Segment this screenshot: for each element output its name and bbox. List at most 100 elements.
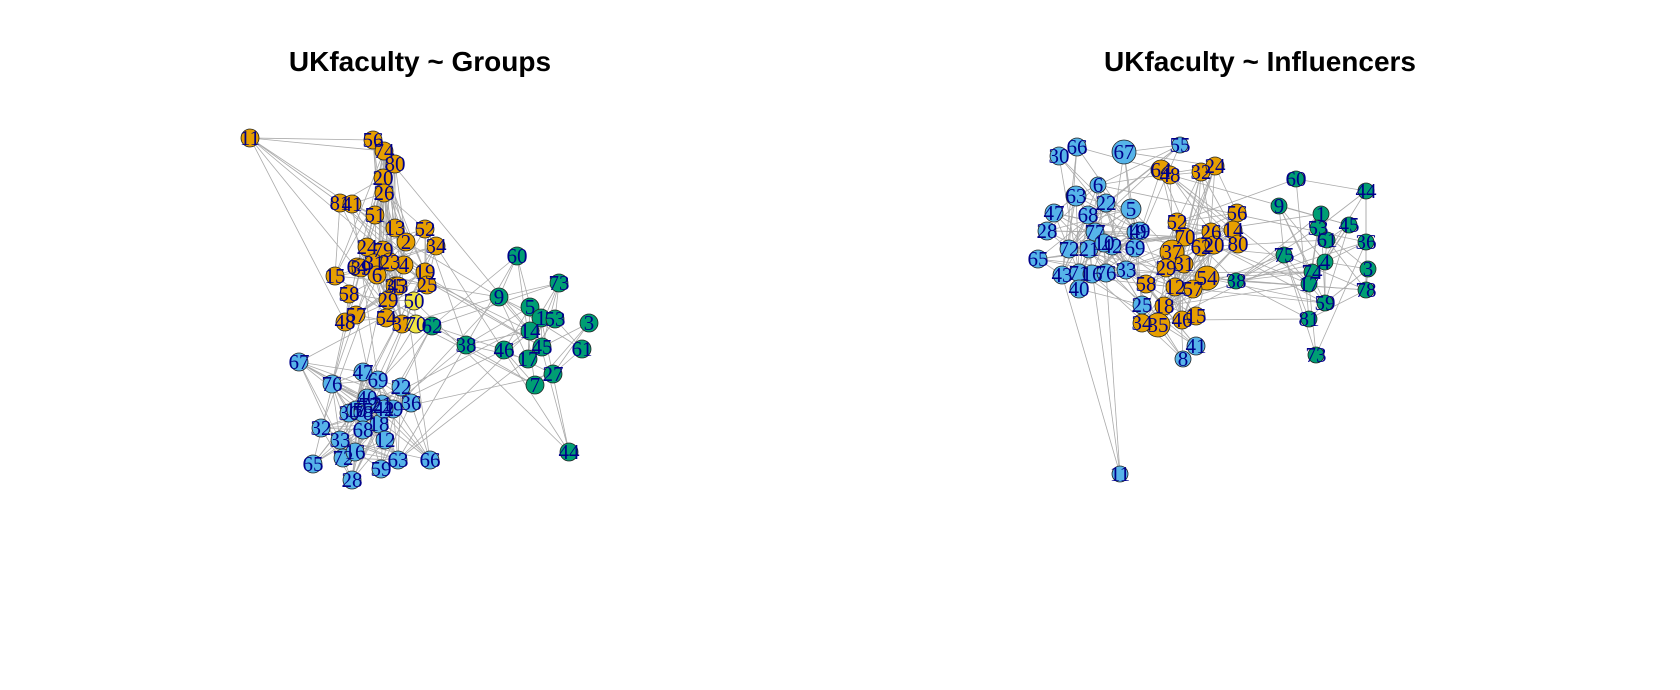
influencers-node <box>1309 219 1327 237</box>
influencers-node-label: 53 <box>1308 216 1329 240</box>
groups-node-label: 69 <box>368 368 389 392</box>
influencers-node-label: 32 <box>1191 160 1212 184</box>
influencers-node-label: 18 <box>1154 294 1175 318</box>
influencers-node-label: 59 <box>1315 291 1336 315</box>
influencers-node-label: 55 <box>1170 133 1191 157</box>
groups-node-label: 59 <box>371 457 392 481</box>
groups-node-label: 80 <box>385 152 406 176</box>
groups-node <box>391 377 411 397</box>
influencers-node-label: 3 <box>1363 257 1374 281</box>
influencers-edge <box>1278 205 1326 263</box>
influencers-node <box>1111 465 1129 483</box>
influencers-node <box>1116 260 1136 280</box>
groups-node <box>426 236 446 256</box>
influencers-node <box>1270 197 1288 215</box>
groups-edge <box>249 137 403 325</box>
groups-node-label: 19 <box>415 260 436 284</box>
groups-node <box>374 141 394 161</box>
influencers-node-label: 66 <box>1067 135 1088 159</box>
influencers-edge <box>1169 174 1212 233</box>
groups-node-label: 40 <box>357 386 378 410</box>
groups-node-label: 21 <box>372 392 393 416</box>
groups-node <box>345 442 365 462</box>
groups-node <box>374 399 394 419</box>
influencers-edge <box>1058 155 1107 204</box>
groups-node-label: 30 <box>339 401 360 425</box>
influencers-node <box>1089 176 1107 194</box>
groups-node <box>365 205 385 225</box>
groups-node-label: 25 <box>417 273 438 297</box>
influencers-node <box>1125 238 1145 258</box>
groups-node-label: 29 <box>378 288 399 312</box>
groups-node-label: 44 <box>559 440 581 464</box>
groups-node-label: 58 <box>339 282 360 306</box>
influencers-edge <box>1097 184 1137 233</box>
groups-node-label: 81 <box>330 191 351 215</box>
influencers-node-label: 21 <box>1079 237 1100 261</box>
influencers-node-label: 15 <box>1186 304 1207 328</box>
groups-node-label: 61 <box>572 337 593 361</box>
groups-node <box>494 340 514 360</box>
groups-node <box>240 128 260 148</box>
groups-edge <box>249 137 385 152</box>
influencers-node-label: 69 <box>1125 236 1146 260</box>
influencers-node-label: 12 <box>1165 275 1186 299</box>
groups-edge <box>431 325 536 386</box>
influencers-node-label: 37 <box>1162 240 1183 264</box>
influencers-edge <box>1235 254 1285 282</box>
influencers-node-label: 14 <box>1223 218 1245 242</box>
influencers-edge <box>1088 248 1121 475</box>
influencers-node <box>1316 253 1334 271</box>
groups-node-label: 76 <box>322 372 343 396</box>
groups-node <box>385 154 405 174</box>
groups-node <box>417 275 437 295</box>
influencers-node-label: 6 <box>1093 173 1104 197</box>
influencers-node <box>1174 350 1192 368</box>
groups-node-label: 16 <box>345 440 366 464</box>
groups-node <box>401 393 421 413</box>
influencers-node-label: 43 <box>1052 263 1073 287</box>
influencers-node-label: 45 <box>1339 213 1360 237</box>
groups-edge <box>249 137 384 251</box>
influencers-edge <box>1075 195 1141 232</box>
influencers-edge <box>1200 171 1234 231</box>
influencers-node <box>1357 233 1375 251</box>
influencers-edge <box>1317 190 1367 229</box>
influencers-node <box>1049 146 1069 166</box>
influencers-node-label: 1 <box>1316 202 1327 226</box>
influencers-node-label: 47 <box>1044 201 1065 225</box>
influencers-node-label: 81 <box>1299 307 1320 331</box>
influencers-node <box>1194 265 1220 291</box>
groups-node-label: 39 <box>351 256 372 280</box>
groups-edge <box>465 306 531 346</box>
groups-edge <box>552 322 590 375</box>
groups-node <box>289 352 309 372</box>
influencers-edge <box>1134 247 1143 306</box>
influencers-edge <box>1235 271 1313 282</box>
groups-node <box>520 321 540 341</box>
groups-node-label: 46 <box>494 338 515 362</box>
groups-node <box>518 349 538 369</box>
influencers-node <box>1300 275 1318 293</box>
influencers-node-label: 5 <box>1126 197 1137 221</box>
groups-edge <box>498 282 560 298</box>
groups-title: UKfaculty ~ Groups <box>288 46 552 77</box>
groups-edge <box>351 203 426 273</box>
groups-node-label: 32 <box>311 416 332 440</box>
influencers-node-label: 24 <box>1205 154 1227 178</box>
groups-node-label: 50 <box>404 289 425 313</box>
influencers-node-label: 38 <box>1226 269 1247 293</box>
influencers-node-label: 10 <box>1094 231 1115 255</box>
groups-node-label: 68 <box>353 418 374 442</box>
groups-node-label: 15 <box>325 264 346 288</box>
influencers-title: UKfaculty ~ Influencers <box>1104 46 1416 77</box>
groups-node <box>579 313 599 333</box>
influencers-node <box>1094 233 1114 253</box>
influencers-node-label: 33 <box>1116 258 1137 282</box>
groups-node-label: 45 <box>532 335 553 359</box>
groups-node <box>420 450 440 470</box>
groups-node-label: 74 <box>374 139 396 163</box>
influencers-node <box>1340 216 1358 234</box>
influencers-node-label: 49 <box>1130 219 1151 243</box>
